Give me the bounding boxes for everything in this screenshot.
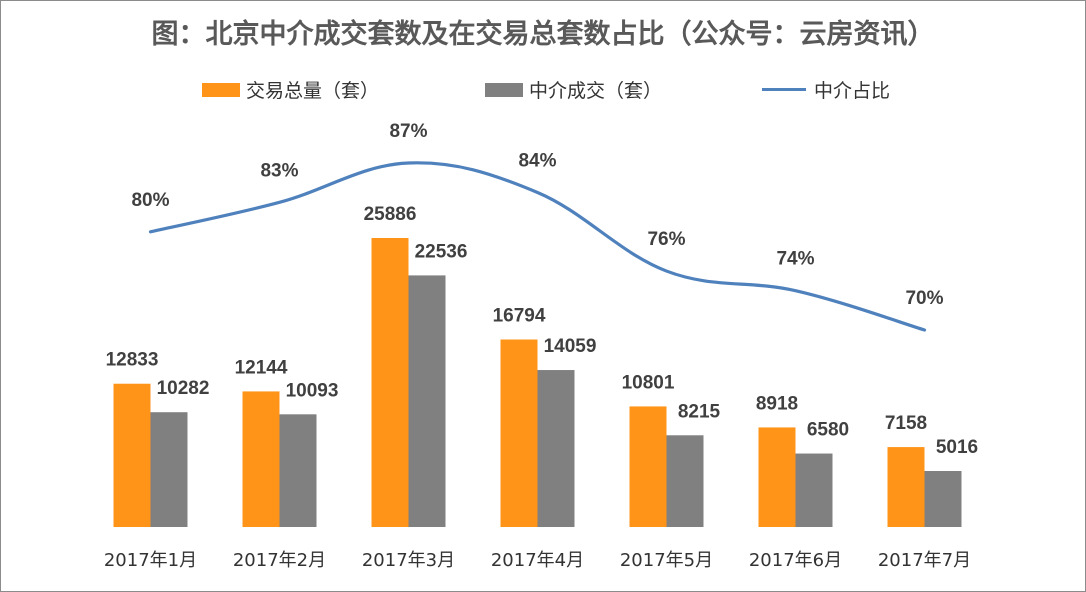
chart-title: 图：北京中介成交套数及在交易总套数占比（公众号：云房资讯） xyxy=(151,19,935,50)
legend: 交易总量（套） 中介成交（套） 中介占比 xyxy=(0,76,1086,104)
data-label-agency: 5016 xyxy=(936,437,978,458)
legend-item-total: 交易总量（套） xyxy=(202,76,379,103)
data-label-total: 25886 xyxy=(364,204,417,225)
data-label-total: 7158 xyxy=(885,413,927,434)
data-label-agency: 8215 xyxy=(678,401,721,422)
bar-agency xyxy=(666,435,704,527)
ratio-line xyxy=(148,161,927,332)
legend-item-agency: 中介成交（套） xyxy=(485,76,662,103)
bar-agency xyxy=(408,275,446,527)
bar-total xyxy=(887,447,925,527)
bar-total xyxy=(371,238,409,527)
x-tick-label: 2017年5月 xyxy=(620,550,713,571)
data-label-ratio: 83% xyxy=(260,160,298,181)
data-label-ratio: 80% xyxy=(131,190,169,211)
bar-total xyxy=(113,383,151,527)
data-label-agency: 10282 xyxy=(157,378,210,399)
x-tick-label: 2017年7月 xyxy=(878,550,971,571)
bar-total xyxy=(629,406,667,527)
legend-swatch-total xyxy=(202,82,240,97)
data-label-ratio: 70% xyxy=(905,288,943,309)
x-tick-label: 2017年2月 xyxy=(233,550,326,571)
data-label-total: 12833 xyxy=(106,350,159,371)
bar-total xyxy=(500,339,538,527)
data-label-total: 16794 xyxy=(493,306,546,327)
data-label-ratio: 84% xyxy=(518,150,556,171)
bar-agency xyxy=(924,470,962,527)
data-label-total: 12144 xyxy=(235,357,288,378)
legend-label-total: 交易总量（套） xyxy=(246,80,380,102)
legend-swatch-agency xyxy=(485,82,523,97)
data-label-agency: 6580 xyxy=(807,420,849,441)
bar-total xyxy=(758,427,796,527)
x-tick-label: 2017年3月 xyxy=(362,550,455,571)
legend-item-ratio: 中介占比 xyxy=(762,76,890,103)
bar-agency xyxy=(279,414,317,527)
x-tick-label: 2017年6月 xyxy=(749,550,842,571)
legend-label-ratio: 中介占比 xyxy=(814,80,891,102)
data-label-ratio: 74% xyxy=(776,249,814,270)
data-label-total: 8918 xyxy=(756,393,798,414)
data-label-total: 10801 xyxy=(622,372,675,393)
bar-agency xyxy=(150,412,188,527)
data-label-ratio: 87% xyxy=(389,121,427,142)
x-tick-label: 2017年1月 xyxy=(104,550,197,571)
bar-agency xyxy=(537,370,575,527)
data-label-agency: 22536 xyxy=(415,241,468,262)
data-label-agency: 10093 xyxy=(286,380,339,401)
bar-agency xyxy=(795,453,833,527)
data-label-agency: 14059 xyxy=(544,336,597,357)
legend-swatch-ratio xyxy=(762,88,806,91)
data-label-ratio: 76% xyxy=(647,229,685,250)
legend-label-agency: 中介成交（套） xyxy=(529,80,663,102)
x-tick-label: 2017年4月 xyxy=(491,550,584,571)
bar-total xyxy=(242,391,280,527)
